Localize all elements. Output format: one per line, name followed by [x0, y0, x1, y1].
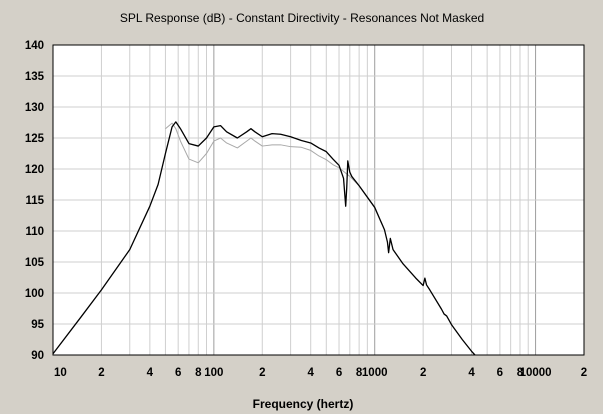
x-tick-label: 2 [259, 367, 265, 379]
x-tick-label: 100 [204, 367, 223, 379]
plot-frame [52, 44, 585, 356]
y-tick-label: 115 [25, 195, 44, 207]
x-tick-label: 8 [195, 367, 202, 379]
x-tick-label: 4 [308, 367, 315, 379]
chart-title: SPL Response (dB) - Constant Directivity… [120, 11, 484, 25]
y-tick-label: 95 [31, 319, 44, 331]
x-tick-label: 4 [468, 367, 475, 379]
x-tick-label: 1000 [362, 367, 388, 379]
x-tick-label: 8 [356, 367, 363, 379]
y-tick-label: 105 [25, 257, 45, 269]
y-tick-label: 135 [25, 71, 45, 83]
x-tick-label: 6 [497, 367, 503, 379]
x-tick-label: 2 [581, 367, 587, 379]
y-tick-label: 125 [25, 133, 45, 145]
spl-series-line [52, 121, 476, 356]
y-tick-label: 110 [25, 226, 44, 238]
y-tick-label: 100 [25, 288, 44, 300]
series-layer [52, 121, 476, 356]
x-tick-label: 10000 [520, 367, 552, 379]
x-tick-label: 6 [175, 367, 181, 379]
x-axis-label: Frequency (hertz) [253, 397, 354, 411]
y-tick-labels: 90 95 100 105 110 115 120 125 130 135 140 [25, 40, 45, 362]
x-tick-label: 4 [147, 367, 154, 379]
x-tick-label: 6 [336, 367, 342, 379]
x-tick-label: 2 [98, 367, 104, 379]
y-tick-label: 90 [31, 350, 44, 362]
x-tick-label: 2 [420, 367, 426, 379]
grid-lines [53, 45, 584, 355]
spl-series-line-gray [165, 122, 376, 208]
y-tick-label: 140 [25, 40, 44, 52]
y-tick-label: 120 [25, 164, 44, 176]
x-tick-label: 10 [54, 367, 67, 379]
y-tick-label: 130 [25, 102, 44, 114]
x-tick-label: 8 [517, 367, 524, 379]
